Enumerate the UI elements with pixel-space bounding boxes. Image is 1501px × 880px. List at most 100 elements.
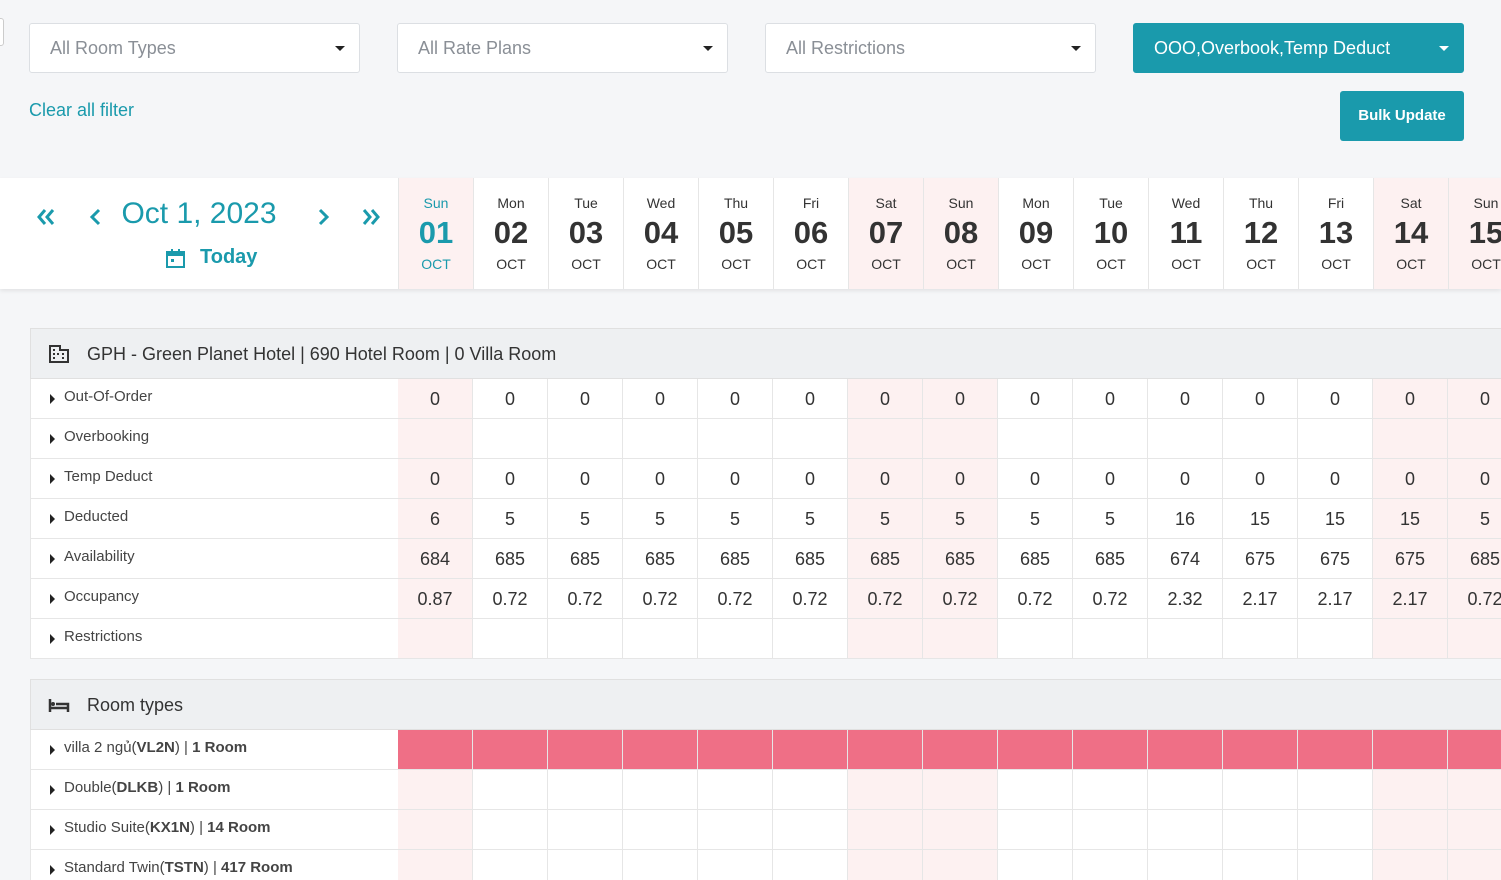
value-cell[interactable]: 0 [623,459,698,499]
day-column[interactable]: Tue 03 OCT [548,178,623,289]
value-cell[interactable] [1373,850,1448,880]
value-cell[interactable]: 0 [1448,459,1501,499]
day-column[interactable]: Wed 11 OCT [1148,178,1223,289]
value-cell[interactable]: 685 [623,539,698,579]
value-cell[interactable] [698,850,773,880]
closed-cell[interactable] [773,730,848,770]
value-cell[interactable] [398,770,473,810]
day-column[interactable]: Sat 14 OCT [1373,178,1448,289]
value-cell[interactable] [623,419,698,459]
room-type-label[interactable]: Standard Twin(TSTN) | 417 Room [30,850,399,880]
value-cell[interactable]: 0.72 [548,579,623,619]
value-cell[interactable]: 0 [998,459,1073,499]
filter-dropdown[interactable]: OOO,Overbook,Temp Deduct [1133,23,1464,73]
value-cell[interactable] [1373,770,1448,810]
closed-cell[interactable] [998,730,1073,770]
row-label[interactable]: Out-Of-Order [30,379,399,419]
value-cell[interactable] [923,770,998,810]
value-cell[interactable]: 0 [548,459,623,499]
day-column[interactable]: Fri 06 OCT [773,178,848,289]
closed-cell[interactable] [1073,730,1148,770]
value-cell[interactable]: 0 [998,379,1073,419]
value-cell[interactable]: 5 [773,499,848,539]
value-cell[interactable]: 0 [1448,379,1501,419]
value-cell[interactable]: 0 [773,379,848,419]
value-cell[interactable] [698,419,773,459]
value-cell[interactable]: 0 [398,379,473,419]
value-cell[interactable]: 15 [1373,499,1448,539]
bulk-update-button[interactable]: Bulk Update [1340,91,1464,141]
value-cell[interactable]: 5 [1073,499,1148,539]
value-cell[interactable]: 5 [698,499,773,539]
value-cell[interactable]: 5 [623,499,698,539]
day-column[interactable]: Thu 12 OCT [1223,178,1298,289]
value-cell[interactable] [548,770,623,810]
value-cell[interactable] [1373,619,1448,659]
value-cell[interactable] [1148,619,1223,659]
value-cell[interactable]: 0 [473,379,548,419]
filter-dropdown[interactable]: All Rate Plans [397,23,728,73]
value-cell[interactable]: 0 [1148,379,1223,419]
value-cell[interactable] [548,619,623,659]
value-cell[interactable]: 5 [923,499,998,539]
value-cell[interactable]: 684 [398,539,473,579]
value-cell[interactable] [923,419,998,459]
value-cell[interactable]: 0 [1073,459,1148,499]
value-cell[interactable]: 0 [1298,379,1373,419]
value-cell[interactable]: 675 [1298,539,1373,579]
closed-cell[interactable] [1148,730,1223,770]
clear-filter-link[interactable]: Clear all filter [29,100,135,120]
value-cell[interactable]: 685 [473,539,548,579]
value-cell[interactable]: 0 [848,459,923,499]
value-cell[interactable] [848,850,923,880]
value-cell[interactable] [923,850,998,880]
value-cell[interactable] [548,810,623,850]
value-cell[interactable] [1223,770,1298,810]
row-label[interactable]: Occupancy [30,579,399,619]
value-cell[interactable] [398,850,473,880]
value-cell[interactable] [773,770,848,810]
value-cell[interactable]: 674 [1148,539,1223,579]
value-cell[interactable] [998,850,1073,880]
value-cell[interactable] [1148,850,1223,880]
closed-cell[interactable] [473,730,548,770]
value-cell[interactable]: 0 [923,379,998,419]
room-type-label[interactable]: Studio Suite(KX1N) | 14 Room [30,810,399,850]
day-column[interactable]: Mon 02 OCT [473,178,548,289]
value-cell[interactable] [1073,619,1148,659]
today-button[interactable]: Today [200,246,258,268]
value-cell[interactable] [923,810,998,850]
room-type-label[interactable]: villa 2 ngủ(VL2N) | 1 Room [30,730,399,770]
first-page-arrow[interactable] [45,209,55,225]
prev-arrow[interactable] [89,208,101,226]
value-cell[interactable]: 2.17 [1298,579,1373,619]
value-cell[interactable] [698,810,773,850]
value-cell[interactable] [548,850,623,880]
row-label[interactable]: Deducted [30,499,399,539]
day-column[interactable]: Fri 13 OCT [1298,178,1373,289]
value-cell[interactable]: 675 [1373,539,1448,579]
value-cell[interactable]: 685 [848,539,923,579]
value-cell[interactable] [773,619,848,659]
value-cell[interactable]: 0 [623,379,698,419]
value-cell[interactable] [1073,850,1148,880]
day-column[interactable]: Sun 01 OCT [398,178,473,289]
value-cell[interactable]: 0 [923,459,998,499]
value-cell[interactable] [623,619,698,659]
value-cell[interactable]: 5 [998,499,1073,539]
value-cell[interactable] [1073,419,1148,459]
value-cell[interactable]: 0 [698,379,773,419]
closed-cell[interactable] [923,730,998,770]
value-cell[interactable] [773,850,848,880]
value-cell[interactable]: 0.87 [398,579,473,619]
value-cell[interactable] [1298,810,1373,850]
value-cell[interactable]: 0.72 [773,579,848,619]
value-cell[interactable]: 0 [1373,379,1448,419]
value-cell[interactable] [923,619,998,659]
row-label[interactable]: Overbooking [30,419,399,459]
day-column[interactable]: Sat 07 OCT [848,178,923,289]
value-cell[interactable] [1223,419,1298,459]
value-cell[interactable] [848,770,923,810]
day-column[interactable]: Thu 05 OCT [698,178,773,289]
value-cell[interactable]: 675 [1223,539,1298,579]
